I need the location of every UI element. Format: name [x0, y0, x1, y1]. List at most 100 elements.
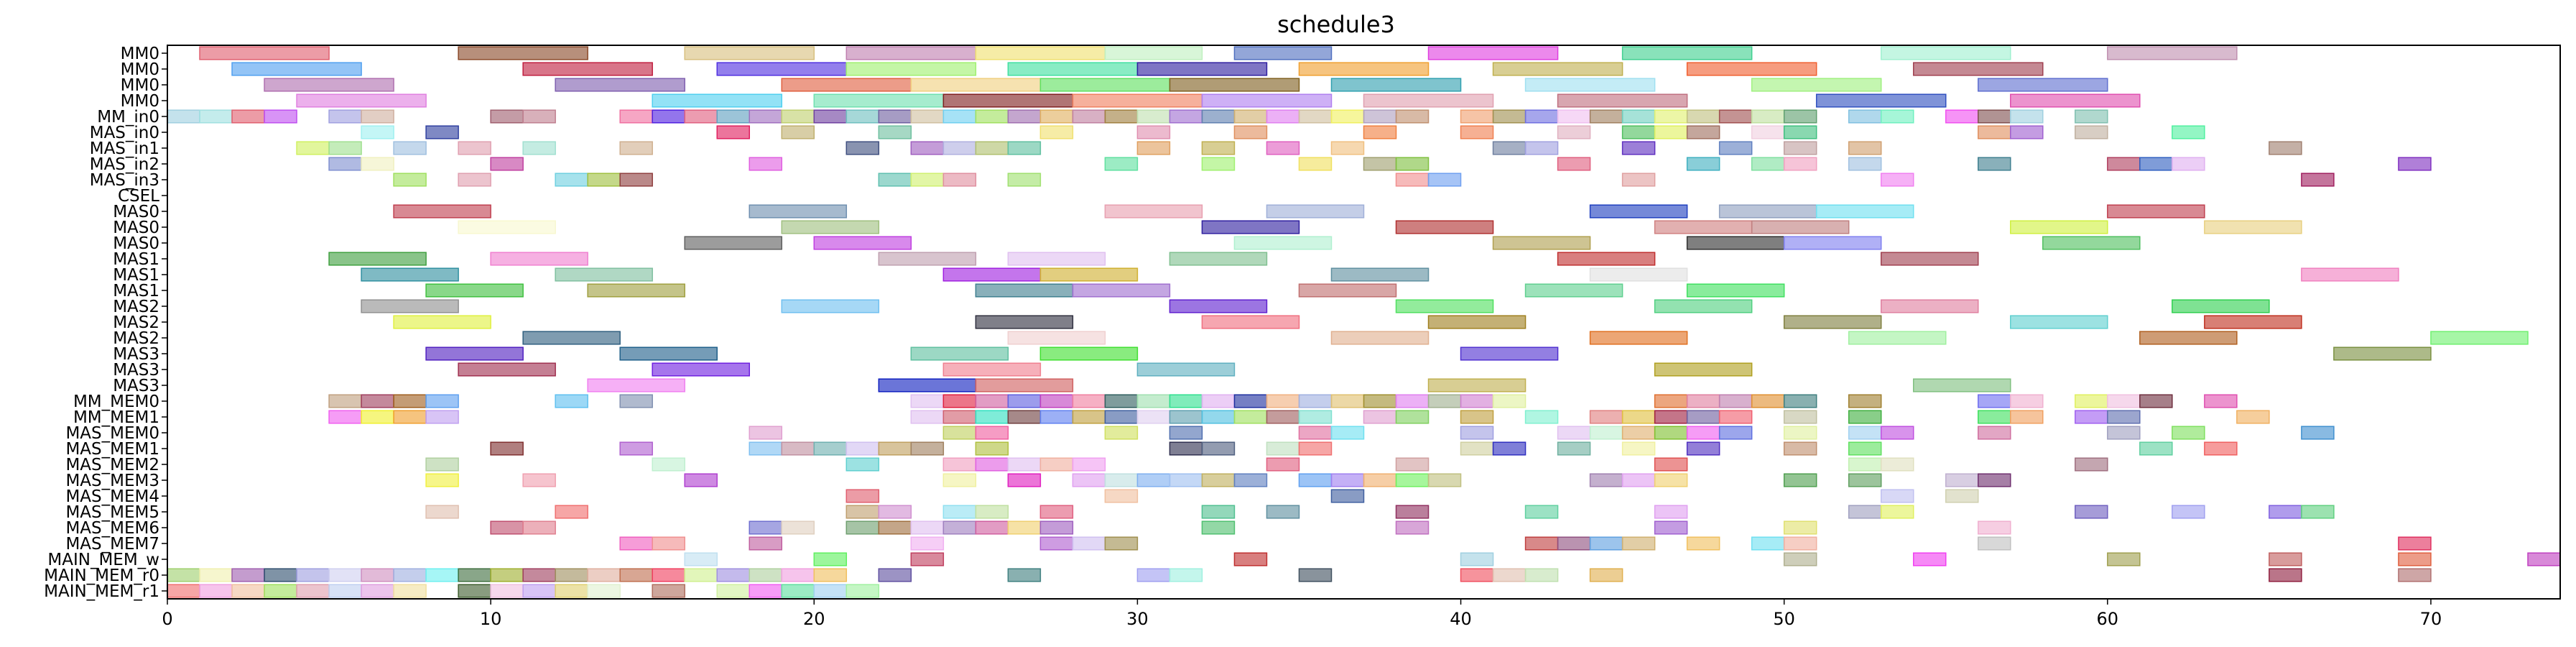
task-bar	[458, 46, 588, 60]
task-bar	[1654, 410, 1688, 424]
task-bar	[781, 78, 912, 92]
task-bar	[1524, 109, 1559, 124]
task-bar	[555, 78, 685, 92]
task-bar	[393, 141, 427, 155]
task-bar	[1880, 46, 2011, 60]
task-bar	[2139, 394, 2173, 408]
task-bar	[1233, 552, 1268, 566]
task-bar	[1880, 426, 1914, 440]
task-bar	[1589, 331, 1688, 345]
task-bar	[1783, 394, 1817, 408]
task-bar	[1298, 62, 1430, 76]
task-bar	[1557, 252, 1656, 266]
task-bar	[1557, 536, 1591, 551]
task-bar	[1783, 536, 1817, 551]
task-bar	[1492, 109, 1526, 124]
task-bar	[2075, 410, 2108, 424]
task-bar	[1072, 93, 1203, 108]
y-tick-label: MAIN_MEM_w	[47, 551, 159, 569]
task-bar	[231, 109, 265, 124]
task-bar	[1039, 125, 1074, 139]
task-bar	[2301, 426, 2335, 440]
task-bar	[1783, 552, 1817, 566]
task-bar	[393, 173, 427, 187]
task-bar	[975, 441, 1009, 456]
task-bar	[813, 584, 848, 598]
task-bar	[1686, 157, 1720, 171]
task-bar	[1298, 157, 1333, 171]
task-bar	[1880, 173, 1914, 187]
task-bar	[2204, 394, 2238, 408]
task-bar	[2010, 93, 2141, 108]
task-bar	[1266, 410, 1300, 424]
task-bar	[264, 78, 394, 92]
task-bar	[522, 141, 556, 155]
task-bar	[167, 584, 200, 598]
task-bar	[1136, 62, 1268, 76]
task-bar	[1330, 78, 1462, 92]
task-bar	[1330, 141, 1365, 155]
task-bar	[1654, 520, 1688, 535]
task-bar	[1460, 426, 1494, 440]
task-bar	[2139, 441, 2173, 456]
task-bar	[1169, 473, 1203, 487]
task-bar	[1654, 299, 1753, 313]
task-bar	[458, 362, 556, 377]
task-bar	[1298, 441, 1333, 456]
task-bar	[910, 78, 1042, 92]
task-bar	[1848, 141, 1882, 155]
task-bar	[1718, 109, 1753, 124]
task-bar	[1589, 410, 1623, 424]
task-bar	[199, 46, 330, 60]
task-bar	[425, 505, 459, 519]
task-bar	[2010, 109, 2044, 124]
task-bar	[1848, 394, 1882, 408]
task-bar	[1007, 109, 1042, 124]
task-bar	[1912, 552, 1947, 566]
task-bar	[619, 141, 653, 155]
task-bar	[522, 520, 556, 535]
task-bar	[231, 62, 362, 76]
task-bar	[1654, 362, 1753, 377]
task-bar	[2301, 505, 2335, 519]
task-bar	[1233, 410, 1268, 424]
task-bar	[1363, 394, 1397, 408]
task-bar	[1945, 473, 1979, 487]
task-bar	[2107, 426, 2141, 440]
task-bar	[425, 457, 459, 472]
task-bar	[1686, 283, 1785, 298]
task-bar	[2269, 568, 2302, 582]
task-bar	[231, 568, 265, 582]
task-bar	[1169, 78, 1300, 92]
task-bar	[587, 378, 685, 393]
task-bar	[1233, 394, 1268, 408]
task-bar	[749, 568, 783, 582]
task-bar	[716, 584, 750, 598]
task-bar	[1686, 410, 1720, 424]
task-bar	[749, 204, 848, 219]
y-tick-label: MM0	[121, 45, 159, 63]
y-tick-label: MAS_MEM6	[65, 519, 159, 538]
task-bar	[328, 109, 362, 124]
task-bar	[1298, 109, 1333, 124]
task-bar	[1104, 157, 1139, 171]
task-bar	[1718, 204, 1817, 219]
task-bar	[1589, 204, 1688, 219]
task-bar	[1492, 62, 1623, 76]
task-bar	[1783, 109, 1817, 124]
task-bar	[910, 552, 945, 566]
task-bar	[1654, 426, 1688, 440]
task-bar	[1718, 141, 1753, 155]
task-bar	[2107, 157, 2141, 171]
task-bar	[1654, 505, 1688, 519]
task-bar	[1686, 536, 1720, 551]
task-bar	[1039, 109, 1074, 124]
task-bar	[1460, 568, 1494, 582]
task-bar	[1427, 394, 1462, 408]
y-tick-label: MAIN_MEM_r0	[44, 566, 159, 585]
task-bar	[393, 204, 491, 219]
task-bar	[781, 584, 815, 598]
task-bar	[910, 173, 945, 187]
task-bar	[684, 46, 815, 60]
task-bar	[1848, 331, 1947, 345]
